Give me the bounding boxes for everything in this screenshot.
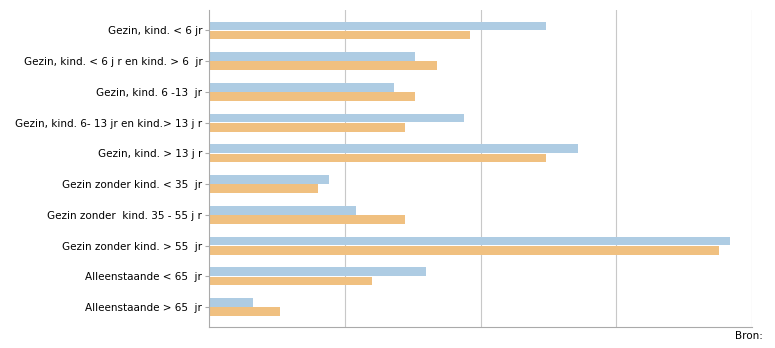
- Bar: [209, 277, 372, 285]
- Bar: [209, 83, 394, 92]
- Bar: [209, 114, 464, 122]
- Bar: [209, 237, 730, 245]
- Bar: [209, 215, 405, 224]
- Text: Bron:: Bron:: [735, 331, 763, 341]
- Bar: [209, 144, 578, 153]
- Bar: [209, 154, 546, 162]
- Bar: [209, 307, 280, 316]
- Bar: [209, 184, 318, 193]
- Bar: [209, 298, 253, 307]
- Bar: [209, 31, 470, 39]
- Bar: [209, 175, 329, 184]
- Bar: [209, 92, 415, 101]
- Bar: [209, 62, 437, 70]
- Bar: [209, 246, 719, 254]
- Bar: [209, 123, 405, 132]
- Bar: [209, 22, 546, 30]
- Bar: [209, 206, 356, 215]
- Bar: [209, 268, 426, 276]
- Bar: [209, 52, 415, 61]
